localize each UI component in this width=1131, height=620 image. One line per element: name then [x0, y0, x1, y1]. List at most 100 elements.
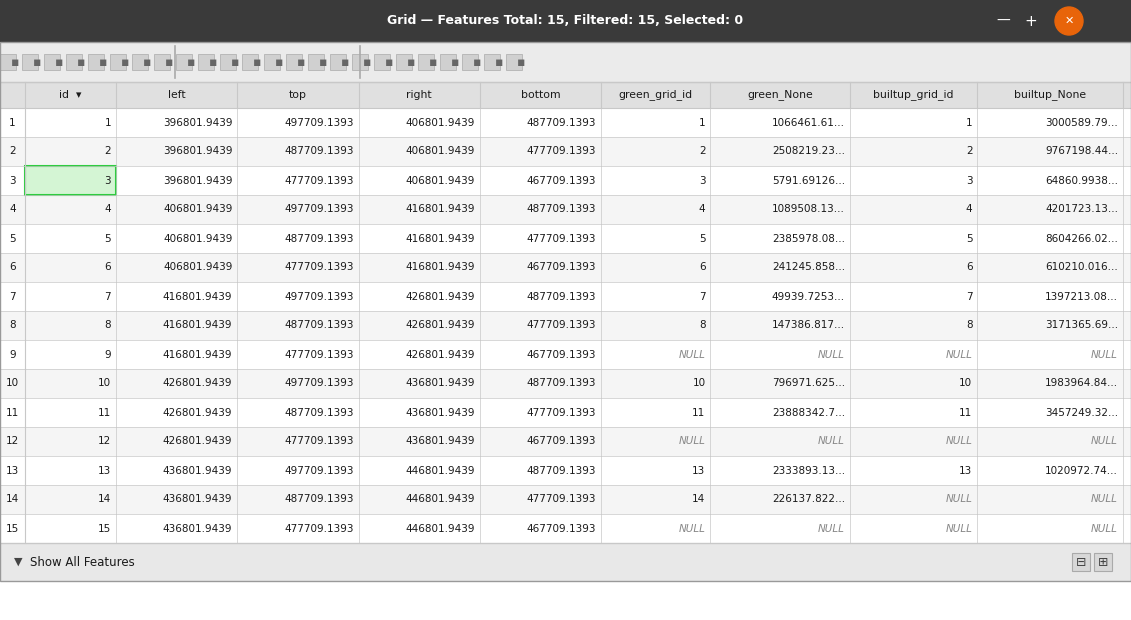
Text: 477709.1393: 477709.1393 [527, 495, 596, 505]
Text: NULL: NULL [946, 436, 973, 446]
Text: 2333893.13...: 2333893.13... [771, 466, 845, 476]
Text: 396801.9439: 396801.9439 [163, 146, 232, 156]
Bar [418, 54, 434, 70]
Bar [0, 82, 1131, 108]
Text: 436801.9439: 436801.9439 [406, 436, 475, 446]
Text: 3171365.69...: 3171365.69... [1045, 321, 1119, 330]
Bar [308, 54, 323, 70]
Text: 10: 10 [6, 378, 19, 389]
Text: ▪: ▪ [252, 56, 261, 68]
Bar [0, 195, 1131, 224]
Text: left: left [167, 90, 185, 100]
Text: 14: 14 [692, 495, 706, 505]
Text: 241245.858...: 241245.858... [771, 262, 845, 273]
Text: 467709.1393: 467709.1393 [527, 175, 596, 185]
Bar [0, 108, 1131, 137]
Text: 13: 13 [6, 466, 19, 476]
Bar [0, 42, 1131, 581]
Text: 416801.9439: 416801.9439 [163, 321, 232, 330]
Text: 9: 9 [9, 350, 16, 360]
Bar [0, 485, 1131, 514]
Text: 477709.1393: 477709.1393 [284, 262, 354, 273]
Text: 487709.1393: 487709.1393 [284, 146, 354, 156]
Text: 406801.9439: 406801.9439 [406, 175, 475, 185]
Bar [374, 54, 390, 70]
Text: 497709.1393: 497709.1393 [284, 466, 354, 476]
Text: 477709.1393: 477709.1393 [284, 175, 354, 185]
Circle shape [1055, 7, 1083, 35]
Text: 13: 13 [692, 466, 706, 476]
Text: 5: 5 [9, 234, 16, 244]
Text: 11: 11 [959, 407, 973, 417]
Text: 4: 4 [966, 205, 973, 215]
Bar [221, 54, 236, 70]
Text: 467709.1393: 467709.1393 [527, 262, 596, 273]
Text: 3: 3 [104, 175, 111, 185]
Text: 1066461.61...: 1066461.61... [772, 118, 845, 128]
Text: green_grid_id: green_grid_id [619, 89, 693, 100]
Text: 487709.1393: 487709.1393 [527, 118, 596, 128]
Bar [0, 427, 1131, 456]
Text: 426801.9439: 426801.9439 [406, 291, 475, 301]
Bar [21, 54, 38, 70]
Text: 1020972.74...: 1020972.74... [1045, 466, 1119, 476]
Text: 3: 3 [9, 175, 16, 185]
Text: 497709.1393: 497709.1393 [284, 291, 354, 301]
Bar [110, 54, 126, 70]
Text: 487709.1393: 487709.1393 [284, 234, 354, 244]
Bar [0, 224, 1131, 253]
Text: 1: 1 [104, 118, 111, 128]
Text: 10: 10 [98, 378, 111, 389]
Bar [0, 0, 1131, 42]
Text: 497709.1393: 497709.1393 [284, 378, 354, 389]
Text: 5791.69126...: 5791.69126... [771, 175, 845, 185]
Bar [0, 311, 1131, 340]
Text: 497709.1393: 497709.1393 [284, 118, 354, 128]
Bar [352, 54, 368, 70]
Text: NULL: NULL [818, 436, 845, 446]
Text: green_None: green_None [748, 89, 813, 100]
Text: ▪: ▪ [296, 56, 305, 68]
Bar [154, 54, 170, 70]
Text: 10: 10 [692, 378, 706, 389]
Bar [0, 282, 1131, 311]
Text: ▪: ▪ [11, 56, 19, 68]
Text: NULL: NULL [1091, 495, 1119, 505]
Text: NULL: NULL [946, 350, 973, 360]
Text: 23888342.7...: 23888342.7... [771, 407, 845, 417]
Text: NULL: NULL [818, 523, 845, 533]
Text: 436801.9439: 436801.9439 [163, 523, 232, 533]
Text: ▪: ▪ [165, 56, 173, 68]
Text: 6: 6 [699, 262, 706, 273]
Text: 13: 13 [97, 466, 111, 476]
Text: ▪: ▪ [275, 56, 283, 68]
Text: 8: 8 [104, 321, 111, 330]
Bar [0, 398, 1131, 427]
Text: NULL: NULL [1091, 523, 1119, 533]
Bar [0, 253, 1131, 282]
Bar [198, 54, 214, 70]
Text: 477709.1393: 477709.1393 [527, 407, 596, 417]
Text: 226137.822...: 226137.822... [771, 495, 845, 505]
Text: 7: 7 [966, 291, 973, 301]
Text: ▪: ▪ [385, 56, 394, 68]
Text: NULL: NULL [679, 350, 706, 360]
Text: 426801.9439: 426801.9439 [163, 378, 232, 389]
Text: 10: 10 [959, 378, 973, 389]
Text: builtup_None: builtup_None [1015, 89, 1086, 100]
Bar [461, 54, 478, 70]
Text: ✕: ✕ [1064, 16, 1073, 26]
Text: 4201723.13...: 4201723.13... [1045, 205, 1119, 215]
Text: bottom: bottom [520, 90, 561, 100]
Bar [242, 54, 258, 70]
Text: NULL: NULL [946, 523, 973, 533]
Text: 6: 6 [104, 262, 111, 273]
Text: 1: 1 [966, 118, 973, 128]
Text: NULL: NULL [679, 436, 706, 446]
Text: 497709.1393: 497709.1393 [284, 205, 354, 215]
Bar [66, 54, 83, 70]
Text: ▪: ▪ [473, 56, 482, 68]
Text: 4: 4 [699, 205, 706, 215]
Bar [0, 54, 16, 70]
Text: NULL: NULL [946, 495, 973, 505]
